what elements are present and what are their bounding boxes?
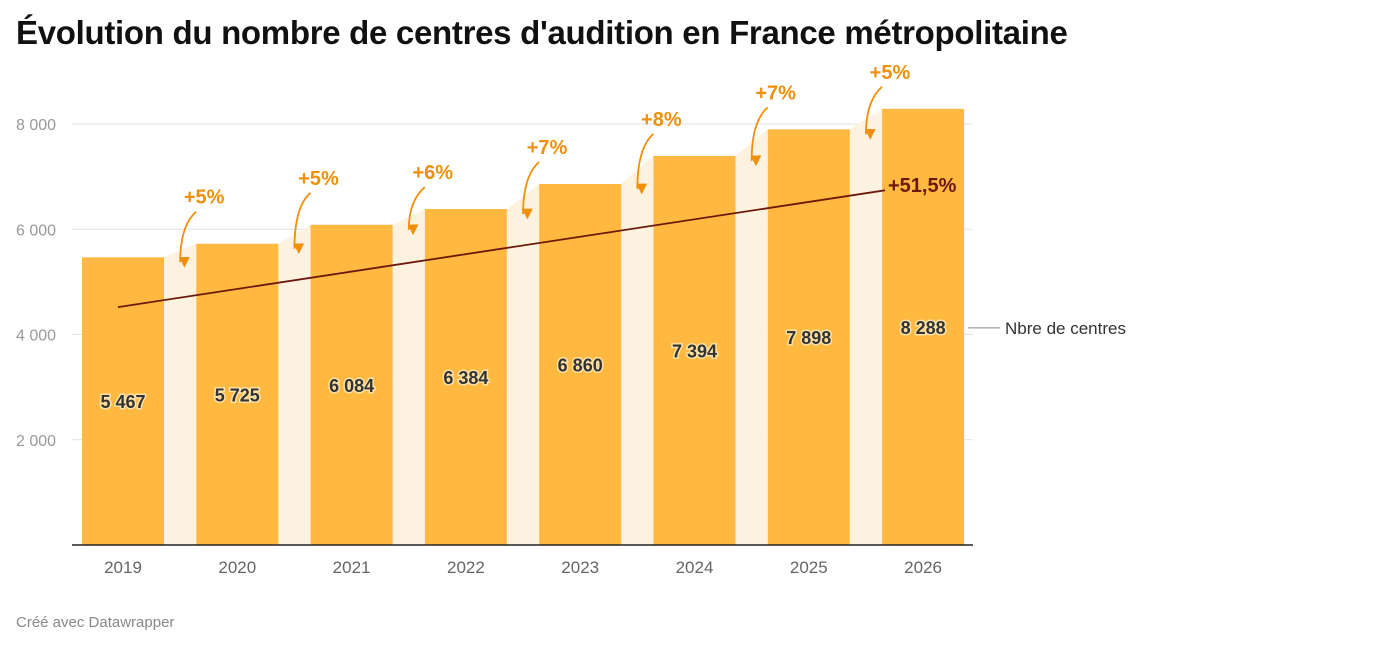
x-tick-label: 2023 <box>561 558 599 577</box>
growth-label: +8% <box>641 109 682 131</box>
x-tick-label: 2025 <box>790 558 828 577</box>
bar-value-label: 6 860 <box>558 355 603 375</box>
bar-value-label: 8 288 <box>901 318 946 338</box>
growth-label: +6% <box>412 162 453 184</box>
growth-connector <box>506 183 540 545</box>
bar-value-label: 5 725 <box>215 385 260 405</box>
growth-connector <box>621 155 654 545</box>
x-tick-label: 2026 <box>904 558 942 577</box>
growth-arrow-icon <box>750 106 769 167</box>
bar-value-label: 7 394 <box>672 341 717 361</box>
y-tick-label: 8 000 <box>16 117 56 134</box>
trend-line <box>117 189 886 309</box>
bar-value-label: 5 467 <box>100 392 145 412</box>
x-tick-label: 2021 <box>333 558 371 577</box>
bar-value-label: 6 384 <box>443 368 488 388</box>
growth-label: +5% <box>298 168 339 190</box>
footer-credit: Créé avec Datawrapper <box>16 614 175 631</box>
bar <box>653 155 736 545</box>
y-tick-label: 4 000 <box>16 328 56 345</box>
x-tick-label: 2019 <box>104 558 142 577</box>
growth-connector <box>278 224 311 545</box>
growth-connector <box>392 209 425 546</box>
chart-title: Évolution du nombre de centres d'auditio… <box>16 14 1068 51</box>
y-tick-label: 2 000 <box>16 433 56 450</box>
x-tick-label: 2022 <box>447 558 485 577</box>
bar-value-label: 6 084 <box>329 376 374 396</box>
growth-arrow-icon <box>636 133 654 195</box>
growth-arrow-icon <box>407 186 426 236</box>
bar <box>882 108 965 546</box>
bar <box>539 183 622 545</box>
growth-arrow-icon <box>179 211 197 268</box>
growth-label: +5% <box>184 187 225 209</box>
x-tick-label: 2024 <box>676 558 714 577</box>
growth-arrow-icon <box>864 86 883 140</box>
growth-arrow-icon <box>293 192 312 255</box>
bar <box>424 209 507 546</box>
growth-label: +7% <box>755 82 796 104</box>
series-label: Nbre de centres <box>1005 319 1126 338</box>
bar <box>82 257 164 545</box>
growth-label: +7% <box>527 137 568 159</box>
x-tick-label: 2020 <box>218 558 256 577</box>
total-growth-label: +51,5% <box>888 175 957 197</box>
bar-value-label: 7 898 <box>786 328 831 348</box>
growth-arrow-icon <box>521 161 540 220</box>
growth-connector <box>735 129 768 546</box>
growth-connector <box>164 243 197 546</box>
bar <box>310 224 393 545</box>
growth-connector <box>849 108 883 546</box>
growth-label: +5% <box>870 62 911 84</box>
y-tick-label: 6 000 <box>16 222 56 239</box>
